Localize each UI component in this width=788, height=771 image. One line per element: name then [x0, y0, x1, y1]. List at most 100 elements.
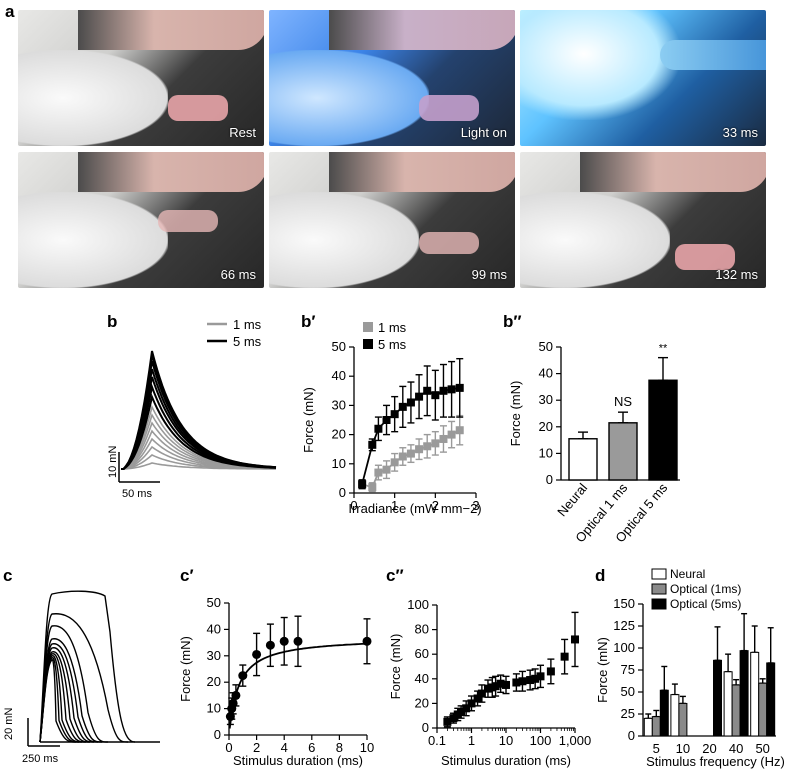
bar	[678, 702, 688, 737]
y-axis-label: Force (mN)	[301, 387, 316, 453]
y-tick-label: 40	[207, 621, 221, 636]
x-tick-label: 2	[432, 498, 439, 513]
x-tick-label: 0	[350, 498, 357, 513]
bar	[713, 659, 722, 737]
panel-b1-label: b′	[301, 312, 316, 331]
legend-label: Optical (5ms)	[670, 597, 741, 611]
data-point	[238, 671, 248, 681]
data-point	[415, 445, 424, 454]
x-tick-label: 40	[729, 741, 743, 756]
x-tick-label: 50	[755, 741, 769, 756]
bar	[750, 651, 760, 737]
data-point	[491, 682, 500, 691]
data-point	[439, 434, 448, 443]
y-tick-label: 0	[339, 485, 346, 500]
data-point	[531, 674, 540, 683]
legend-marker	[363, 339, 373, 349]
x-axis-label: Stimulus frequency (Hz)	[646, 754, 785, 769]
data-point	[398, 402, 407, 411]
y-tick-label: 100	[613, 640, 635, 655]
y-tick-label: 30	[207, 648, 221, 663]
x-tick-label: 100	[530, 733, 552, 748]
data-point	[467, 699, 476, 708]
y-tick-label: 30	[539, 392, 553, 407]
x-tick-label: 6	[308, 740, 315, 755]
data-point	[390, 410, 399, 419]
x-axis-label: Irradiance (mW mm−2)	[348, 501, 481, 516]
data-point	[358, 480, 367, 489]
data-point	[518, 677, 527, 686]
legend-label: Neural	[670, 567, 705, 581]
x-tick-label: 10	[676, 741, 690, 756]
data-point	[368, 440, 377, 449]
data-point	[374, 468, 383, 477]
x-tick-label: 20	[702, 741, 716, 756]
y-tick-label: 50	[207, 595, 221, 610]
significance-label: **	[659, 343, 668, 355]
legend-marker	[651, 583, 667, 595]
y-tick-label: 20	[207, 674, 221, 689]
data-point	[398, 452, 407, 461]
photo-frame-33ms: 33 ms	[520, 10, 766, 146]
data-point	[374, 424, 383, 433]
legend-marker	[651, 598, 667, 610]
data-point	[462, 704, 471, 713]
y-tick-label: 50	[539, 339, 553, 354]
y-tick-label: 10	[332, 456, 346, 471]
y-tick-label: 20	[332, 427, 346, 442]
data-point	[423, 386, 432, 395]
y-tick-label: 40	[415, 671, 429, 686]
y-tick-label: 80	[415, 622, 429, 637]
photo-frame-rest: Rest	[18, 10, 264, 146]
y-tick-label: 40	[332, 368, 346, 383]
photo-frame-66ms: 66 ms	[18, 152, 264, 288]
bar	[568, 438, 598, 481]
data-point	[406, 449, 415, 458]
x-axis-label: Stimulus duration (ms)	[233, 753, 363, 768]
frame-label: 99 ms	[471, 267, 507, 282]
photo-frame-99ms: 99 ms	[269, 152, 515, 288]
data-point	[423, 442, 432, 451]
y-tick-label: 40	[539, 366, 553, 381]
x-tick-label: 0	[225, 740, 232, 755]
bar	[670, 694, 680, 737]
data-point	[265, 640, 275, 650]
bar	[766, 662, 776, 737]
x-tick-label: 5	[653, 741, 660, 756]
bar	[608, 422, 638, 481]
y-tick-label: 0	[628, 728, 635, 743]
data-point	[431, 391, 440, 400]
panel-c2-label: c″	[386, 566, 404, 585]
data-point	[512, 678, 521, 687]
data-point	[560, 652, 569, 661]
y-axis-label: Force (mN)	[178, 636, 193, 702]
x-tick-label: 1,000	[559, 733, 592, 748]
bar	[651, 716, 661, 737]
legend-label: 5 ms	[378, 337, 407, 352]
x-tick-label: 8	[336, 740, 343, 755]
data-point	[447, 430, 456, 439]
data-point	[439, 386, 448, 395]
data-point	[473, 694, 482, 703]
frame-label: 66 ms	[220, 267, 256, 282]
x-axis-label: Stimulus duration (ms)	[441, 753, 571, 768]
x-tick-label: 10	[499, 733, 513, 748]
photo-frame-132ms: 132 ms	[520, 152, 766, 288]
x-tick-label: 0.1	[428, 733, 446, 748]
y-tick-label: 125	[613, 618, 635, 633]
data-point	[536, 672, 545, 681]
data-point	[447, 385, 456, 394]
data-point	[571, 635, 579, 644]
y-tick-label: 50	[621, 684, 635, 699]
data-point	[368, 483, 377, 492]
data-point	[231, 690, 241, 700]
y-tick-label: 75	[621, 662, 635, 677]
panel-c-label: c	[3, 566, 13, 585]
data-point	[455, 426, 464, 435]
data-point	[546, 667, 555, 676]
